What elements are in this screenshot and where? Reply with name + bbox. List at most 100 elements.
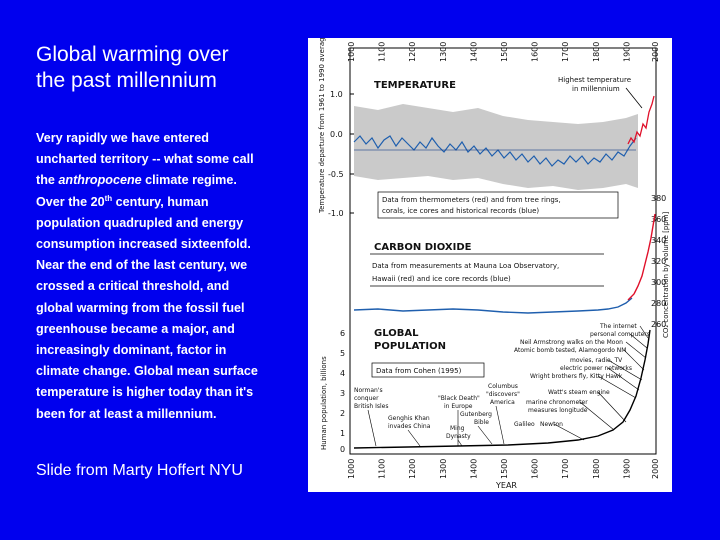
event-internet: The internet bbox=[599, 323, 637, 330]
bottom-year-1800: 1800 bbox=[592, 459, 601, 479]
pop-title-line-2: POPULATION bbox=[374, 341, 446, 352]
top-year-2000: 2000 bbox=[651, 42, 660, 62]
temp-note-arrow bbox=[625, 87, 643, 109]
top-year-1600: 1600 bbox=[531, 42, 540, 62]
body-line-4-a: Over the 20 bbox=[36, 194, 105, 209]
temp-thermometer-line bbox=[627, 95, 655, 145]
co2-icecore-line bbox=[353, 297, 633, 314]
co2-tick-280: 280 bbox=[651, 299, 666, 308]
slide-title-line-2: the past millennium bbox=[36, 69, 217, 92]
body-line-3: the anthropocene climate regime. bbox=[36, 170, 298, 191]
co2-source-line-1: Data from measurements at Mauna Loa Obse… bbox=[372, 262, 559, 270]
event-wright-brothers: Wright brothers fly, Kitty Hawk bbox=[530, 373, 623, 380]
event-marine-chronometer: marine chronometer bbox=[526, 399, 588, 406]
body-line-7: Near the end of the last century, we bbox=[36, 258, 248, 273]
bottom-year-axis: 1000 1100 1200 1300 1400 1500 1600 1700 … bbox=[347, 459, 660, 479]
body-line-8: crossed a critical threshold, and bbox=[36, 279, 230, 294]
event-electric-power: electric power networks bbox=[560, 365, 632, 372]
event-black-death-line-2: in Europe bbox=[444, 403, 473, 410]
pop-tick-6: 6 bbox=[340, 329, 345, 338]
top-year-axis: 1000 1100 1200 1300 1400 1500 1600 1700 … bbox=[347, 42, 660, 62]
event-personal-computers: personal computers bbox=[590, 331, 650, 338]
bottom-year-1600: 1600 bbox=[531, 459, 540, 479]
top-year-1700: 1700 bbox=[561, 42, 570, 62]
body-line-11: increasingly dominant, factor in bbox=[36, 343, 227, 358]
temp-source-line-2: corals, ice cores and historical records… bbox=[382, 207, 539, 215]
event-genghis-khan-line-1: Genghis Khan bbox=[388, 415, 430, 422]
body-line-1: Very rapidly we have entered bbox=[36, 131, 209, 145]
population-curve bbox=[353, 329, 651, 449]
event-genghis-khan-line-2: invades China bbox=[388, 423, 431, 430]
slide-credit: Slide from Marty Hoffert NYU bbox=[36, 462, 243, 479]
temp-uncertainty-band bbox=[354, 104, 638, 190]
pop-source: Data from Cohen (1995) bbox=[376, 367, 462, 375]
event-ming-line-1: Ming bbox=[450, 425, 465, 432]
event-newton: Newton bbox=[540, 421, 563, 428]
temp-tick-minus-1.0: -1.0 bbox=[328, 209, 344, 218]
event-longitude: measures longitude bbox=[528, 407, 588, 414]
temp-tick-minus-0.5: -0.5 bbox=[328, 170, 344, 179]
body-line-4: Over the 20th century, human bbox=[36, 192, 298, 213]
body-line-4-b: century, human bbox=[112, 194, 209, 209]
slide-title-line-1: Global warming over bbox=[36, 43, 229, 66]
event-movies-radio-tv: movies, radio, TV bbox=[570, 357, 623, 364]
temp-tick-1.0: 1.0 bbox=[330, 90, 343, 99]
event-galileo: Galileo bbox=[514, 421, 535, 428]
co2-panel: CO₂ concentration by volume [ppm] 380 36… bbox=[353, 194, 670, 338]
pop-tick-0: 0 bbox=[340, 445, 345, 454]
bottom-year-1400: 1400 bbox=[469, 459, 478, 479]
event-black-death-line-1: "Black Death" bbox=[438, 395, 480, 402]
body-line-14: been for at least a millennium. bbox=[36, 406, 217, 421]
bottom-year-1700: 1700 bbox=[561, 459, 570, 479]
top-year-1800: 1800 bbox=[592, 42, 601, 62]
bottom-year-1900: 1900 bbox=[622, 459, 631, 479]
co2-source-line-2: Hawaii (red) and ice core records (blue) bbox=[372, 275, 511, 283]
top-year-1300: 1300 bbox=[439, 42, 448, 62]
co2-tick-360: 360 bbox=[651, 215, 666, 224]
plot-frame bbox=[349, 47, 657, 455]
body-line-6: consumption increased sixteenfold. bbox=[36, 237, 251, 252]
top-year-1500: 1500 bbox=[500, 42, 509, 62]
top-year-1200: 1200 bbox=[408, 42, 417, 62]
co2-tick-260: 260 bbox=[651, 320, 666, 329]
temp-title: TEMPERATURE bbox=[374, 80, 456, 91]
body-line-3-c: climate regime. bbox=[141, 173, 237, 188]
temp-note-line-2: in millennium bbox=[572, 85, 620, 93]
pop-tick-2: 2 bbox=[340, 409, 345, 418]
population-event-pointers bbox=[367, 325, 649, 447]
body-line-10: greenhouse became a major, and bbox=[36, 321, 235, 336]
bottom-year-1500: 1500 bbox=[500, 459, 509, 479]
co2-recent-line bbox=[627, 213, 656, 301]
pop-ylabel: Human population, billions bbox=[320, 356, 328, 450]
pop-tick-4: 4 bbox=[340, 369, 345, 378]
top-year-1400: 1400 bbox=[469, 42, 478, 62]
population-event-labels: The internet personal computers Neil Arm… bbox=[354, 323, 650, 440]
co2-tick-380: 380 bbox=[651, 194, 666, 203]
top-year-1000: 1000 bbox=[347, 42, 356, 62]
event-ming-line-2: Dynasty bbox=[446, 433, 471, 440]
event-gutenberg-line-2: Bible bbox=[474, 419, 489, 426]
temperature-panel: Temperature departure from 1961 to 1990 … bbox=[318, 38, 655, 219]
event-gutenberg-line-1: Gutenberg bbox=[460, 411, 492, 418]
body-line-2: uncharted territory -- what some call bbox=[36, 152, 254, 167]
millennium-figure: 1000 1100 1200 1300 1400 1500 1600 1700 … bbox=[308, 38, 672, 492]
population-panel: Human population, billions 6 5 4 3 2 1 0… bbox=[320, 323, 651, 454]
temp-proxy-line bbox=[353, 135, 637, 167]
top-year-1900: 1900 bbox=[622, 42, 631, 62]
x-axis-label: YEAR bbox=[495, 481, 517, 490]
pop-tick-5: 5 bbox=[340, 349, 345, 358]
temp-tick-0.0: 0.0 bbox=[330, 130, 343, 139]
slide-title: Global warming over the past millennium bbox=[36, 42, 296, 94]
slide-body-text: Very rapidly we have entered uncharted t… bbox=[36, 128, 298, 425]
bottom-year-1000: 1000 bbox=[347, 459, 356, 479]
body-line-3-a: the bbox=[36, 173, 59, 188]
body-line-9: global warming from the fossil fuel bbox=[36, 300, 245, 315]
event-columbus-line-3: America bbox=[490, 399, 515, 406]
body-line-3-anthropocene: anthropocene bbox=[58, 173, 142, 188]
temp-source-box bbox=[377, 191, 619, 219]
bottom-year-1300: 1300 bbox=[439, 459, 448, 479]
event-columbus-line-1: Columbus bbox=[488, 383, 518, 390]
co2-tick-340: 340 bbox=[651, 236, 666, 245]
pop-title-line-1: GLOBAL bbox=[374, 328, 419, 339]
co2-tick-300: 300 bbox=[651, 278, 666, 287]
